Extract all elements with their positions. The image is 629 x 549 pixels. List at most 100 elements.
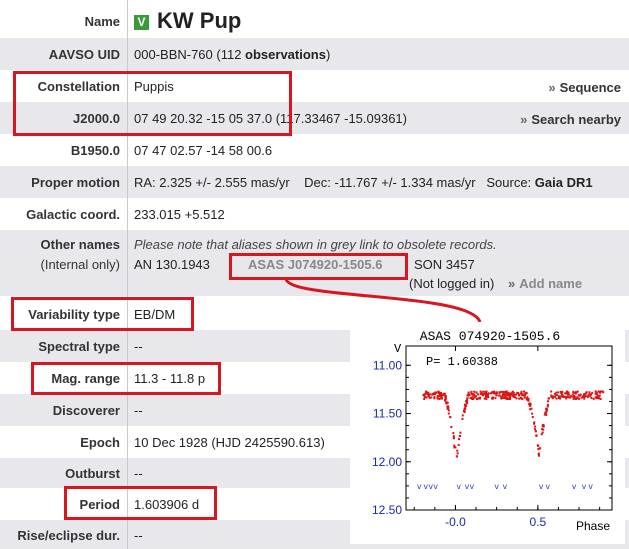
star-name: V KW Pup — [134, 8, 241, 34]
b1950-value: 07 47 02.57 -14 58 00.6 — [134, 143, 273, 158]
data-point — [601, 390, 604, 393]
data-point — [463, 408, 466, 411]
data-point — [509, 397, 512, 400]
data-point — [446, 405, 449, 408]
y-tick-label: 11.50 — [373, 407, 402, 421]
highlight-asas-alias — [229, 253, 408, 280]
data-point — [518, 397, 521, 400]
data-point — [450, 426, 453, 429]
search-nearby-link[interactable]: » Search nearby — [520, 112, 621, 127]
add-name-link[interactable]: » Add name — [508, 276, 582, 291]
data-point — [576, 397, 579, 400]
data-point — [507, 392, 510, 395]
data-point — [594, 390, 597, 393]
data-point — [592, 397, 595, 400]
j2000-coords: 07 49 20.32 -15 05 37.0 — [134, 111, 273, 126]
proper-motion-label: Proper motion — [31, 175, 120, 190]
limit-point: v — [456, 482, 461, 491]
constellation-value: Puppis — [134, 79, 174, 94]
alias-an[interactable]: AN 130.1943 — [134, 257, 210, 272]
data-point — [485, 397, 488, 400]
data-point — [534, 428, 537, 431]
uid-value: 000-BBN-760 (112 observations) — [134, 47, 330, 62]
data-point — [578, 397, 581, 400]
data-point — [466, 401, 469, 404]
data-point — [487, 392, 490, 395]
period-value: 1.603906 d — [134, 497, 200, 512]
column-divider — [127, 394, 128, 426]
data-point — [491, 391, 494, 394]
highlight-period — [64, 486, 217, 520]
data-point — [542, 425, 545, 428]
alias-asas[interactable]: ASAS J074920-1505.6 — [248, 257, 383, 272]
data-point — [458, 438, 461, 441]
data-point — [484, 391, 487, 394]
data-point — [467, 394, 470, 397]
data-point — [444, 396, 447, 399]
data-point — [523, 396, 526, 399]
data-point — [441, 393, 444, 396]
data-point — [543, 413, 546, 416]
data-point — [469, 397, 472, 400]
data-point — [486, 395, 489, 398]
data-point — [564, 392, 567, 395]
data-point — [512, 392, 515, 395]
data-point — [571, 393, 574, 396]
data-point — [565, 397, 568, 400]
column-divider — [127, 488, 128, 520]
data-point — [546, 405, 549, 408]
outburst-value: -- — [134, 466, 143, 481]
sequence-label: Sequence — [559, 80, 621, 95]
data-point — [428, 393, 431, 396]
sequence-link[interactable]: » Sequence — [548, 80, 621, 95]
data-point — [423, 397, 426, 400]
limit-point: v — [417, 482, 422, 491]
data-point — [584, 392, 587, 395]
data-point — [472, 394, 475, 397]
data-point — [493, 390, 496, 393]
data-point — [505, 392, 508, 395]
alias-son[interactable]: SON 3457 — [414, 257, 475, 272]
row-proper-motion: Proper motion RA: 2.325 +/- 2.555 mas/yr… — [0, 166, 629, 198]
data-point — [475, 398, 478, 401]
data-point — [428, 396, 431, 399]
other-names-label: Other names — [40, 237, 120, 252]
data-point — [594, 392, 597, 395]
data-point — [438, 395, 441, 398]
period-annotation: P= 1.60388 — [426, 355, 498, 369]
column-divider — [127, 458, 128, 488]
data-point — [515, 397, 518, 400]
data-point — [574, 392, 577, 395]
data-point — [537, 444, 540, 447]
data-point — [458, 434, 461, 437]
data-point — [557, 395, 560, 398]
data-point — [470, 390, 473, 393]
row-name: Name V KW Pup — [0, 0, 629, 45]
data-point — [570, 395, 573, 398]
data-point — [452, 437, 455, 440]
data-point — [447, 412, 450, 415]
data-point — [468, 394, 471, 397]
data-point — [534, 425, 537, 428]
row-mag-range: Mag. range 11.3 - 11.8 p — [0, 362, 629, 394]
y-tick-label: 12.00 — [372, 455, 402, 469]
data-point — [555, 391, 558, 394]
data-point — [522, 394, 525, 397]
data-point — [582, 395, 585, 398]
data-point — [498, 394, 501, 397]
data-point — [553, 395, 556, 398]
data-point — [521, 392, 524, 395]
data-point — [514, 396, 517, 399]
data-point — [545, 407, 548, 410]
data-point — [432, 392, 435, 395]
uid-label: AAVSO UID — [48, 47, 120, 62]
data-point — [507, 397, 510, 400]
epoch-label: Epoch — [80, 435, 120, 450]
data-point — [533, 421, 536, 424]
data-point — [591, 392, 594, 395]
data-point — [534, 430, 537, 433]
data-point — [513, 393, 516, 396]
observations-link[interactable]: observations — [245, 47, 326, 62]
data-point — [483, 397, 486, 400]
